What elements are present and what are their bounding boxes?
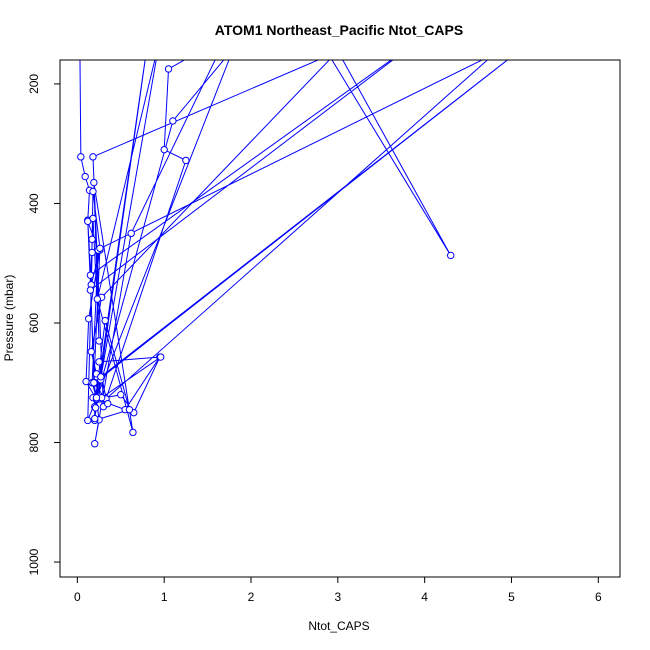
data-point xyxy=(104,399,112,408)
y-axis-label: Pressure (mbar) xyxy=(2,275,16,362)
data-point xyxy=(86,271,95,279)
data-point xyxy=(89,153,97,161)
data-point xyxy=(117,391,125,399)
data-point xyxy=(91,404,100,412)
data-point xyxy=(77,153,85,161)
data-point xyxy=(95,358,103,366)
data-point xyxy=(127,229,135,238)
y-axis: 200 400 600 800 1000 xyxy=(27,74,61,575)
data-point xyxy=(90,178,98,187)
x-axis: 0 1 2 3 4 5 6 xyxy=(74,576,602,604)
y-tick-label: 800 xyxy=(27,432,41,452)
data-point xyxy=(157,353,165,361)
y-tick-label: 200 xyxy=(27,74,41,94)
data-point xyxy=(93,295,102,303)
data-point xyxy=(89,187,97,196)
y-tick-label: 1000 xyxy=(27,548,41,575)
data-point xyxy=(90,379,98,387)
data-point xyxy=(164,65,173,73)
data-point xyxy=(84,315,93,323)
x-tick-label: 1 xyxy=(161,590,168,604)
data-point xyxy=(84,416,92,425)
data-point xyxy=(88,235,96,244)
plot-frame xyxy=(59,59,621,578)
plot-series xyxy=(79,60,509,444)
x-tick-label: 0 xyxy=(74,590,81,604)
data-point xyxy=(81,172,89,181)
data-point xyxy=(160,145,168,154)
y-tick-label: 600 xyxy=(27,313,41,333)
data-point xyxy=(169,117,177,125)
plot-points xyxy=(77,65,455,448)
y-tick-label: 400 xyxy=(27,193,41,213)
chart-title: ATOM1 Northeast_Pacific Ntot_CAPS xyxy=(215,22,463,38)
data-point xyxy=(129,428,137,437)
data-point xyxy=(88,248,96,257)
data-point xyxy=(447,251,455,260)
data-point xyxy=(125,405,134,414)
x-tick-label: 4 xyxy=(421,590,428,604)
data-point xyxy=(86,286,95,294)
data-point xyxy=(89,214,97,223)
data-point xyxy=(82,377,90,386)
data-point xyxy=(96,244,104,252)
data-point xyxy=(91,414,99,423)
data-point xyxy=(95,337,103,345)
data-point xyxy=(101,316,109,325)
data-point xyxy=(182,156,190,165)
x-axis-label: Ntot_CAPS xyxy=(308,619,369,633)
data-point xyxy=(91,440,99,448)
x-tick-label: 6 xyxy=(595,590,602,604)
data-point xyxy=(87,347,95,356)
x-tick-label: 3 xyxy=(334,590,341,604)
data-point xyxy=(92,393,101,402)
x-tick-label: 5 xyxy=(508,590,515,604)
data-point xyxy=(97,373,105,381)
x-tick-label: 2 xyxy=(248,590,255,604)
series-line xyxy=(79,60,509,444)
